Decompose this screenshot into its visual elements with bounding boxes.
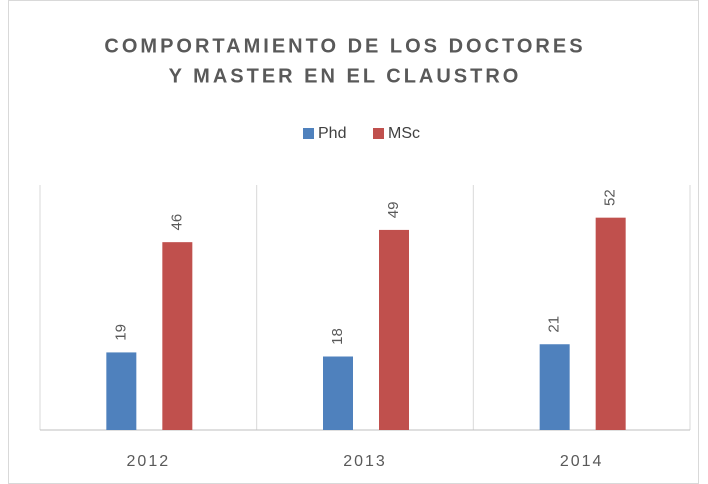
x-tick-label: 2012 xyxy=(127,453,171,470)
bar xyxy=(539,344,570,430)
x-tick-label: 2013 xyxy=(343,453,387,470)
data-label: 18 xyxy=(329,328,346,345)
bar xyxy=(379,229,409,430)
chart-title: COMPORTAMIENTO DE LOS DOCTORES xyxy=(104,35,585,57)
bar xyxy=(323,356,353,430)
data-label: 21 xyxy=(546,316,563,333)
data-label: 46 xyxy=(168,214,185,231)
legend-label: Phd xyxy=(318,125,346,142)
legend-label: MSc xyxy=(388,125,420,142)
bar xyxy=(595,217,626,430)
bar xyxy=(162,242,193,430)
bar xyxy=(106,352,137,430)
legend-swatch xyxy=(373,128,384,139)
data-label: 49 xyxy=(385,202,402,219)
legend-swatch xyxy=(303,128,314,139)
chart-title: Y MASTER EN EL CLAUSTRO xyxy=(169,65,522,87)
x-tick-label: 2014 xyxy=(560,453,604,470)
data-label: 52 xyxy=(602,189,619,206)
data-label: 19 xyxy=(112,324,129,341)
